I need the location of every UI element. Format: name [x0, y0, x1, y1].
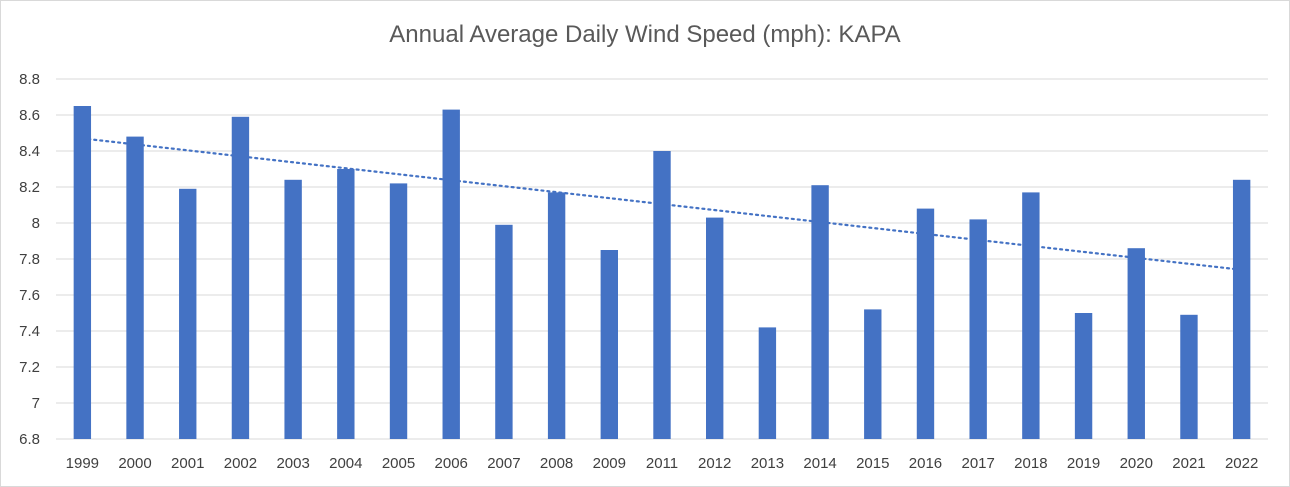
bar — [1074, 313, 1093, 439]
bar — [811, 185, 829, 439]
x-tick-label: 1999 — [66, 455, 99, 472]
bar — [337, 169, 355, 439]
y-tick-label: 7.4 — [19, 323, 40, 340]
x-tick-label: 2000 — [118, 455, 151, 472]
bar — [653, 151, 671, 439]
x-tick-label: 2009 — [593, 455, 626, 472]
bar — [1022, 192, 1040, 439]
bar — [706, 217, 724, 439]
x-tick-label: 2012 — [698, 455, 731, 472]
bar — [442, 109, 460, 439]
y-tick-label: 7 — [32, 395, 40, 412]
x-tick-label: 2008 — [540, 455, 573, 472]
bar — [284, 179, 302, 440]
y-tick-label: 8.6 — [19, 107, 40, 124]
bar — [600, 250, 618, 439]
bar — [547, 192, 566, 439]
chart-title: Annual Average Daily Wind Speed (mph): K… — [389, 21, 901, 48]
x-tick-label: 2002 — [224, 455, 257, 472]
x-tick-label: 2022 — [1225, 455, 1258, 472]
x-tick-label: 2018 — [1014, 455, 1047, 472]
y-tick-label: 6.8 — [19, 431, 40, 448]
bar — [1232, 179, 1251, 440]
x-tick-label: 2016 — [909, 455, 942, 472]
x-tick-label: 2007 — [487, 455, 520, 472]
x-tick-label: 2014 — [803, 455, 836, 472]
y-tick-label: 7.6 — [19, 287, 40, 304]
bar — [758, 327, 777, 439]
bar — [495, 224, 513, 439]
x-tick-label: 2004 — [329, 455, 362, 472]
y-tick-label: 8.2 — [19, 179, 40, 196]
y-tick-label: 7.8 — [19, 251, 40, 268]
x-tick-label: 2017 — [961, 455, 994, 472]
y-tick-label: 8.8 — [19, 71, 40, 88]
trendline — [81, 137, 1243, 271]
x-tick-label: 2003 — [276, 455, 309, 472]
x-tick-label: 2005 — [382, 455, 415, 472]
y-tick-label: 8 — [32, 215, 40, 232]
bar — [179, 188, 197, 439]
x-tick-label: 2011 — [646, 455, 678, 472]
x-tick-label: 2006 — [435, 455, 468, 472]
bar — [126, 136, 144, 439]
bar — [969, 219, 987, 439]
x-tick-label: 2013 — [751, 455, 784, 472]
bar — [916, 208, 935, 439]
y-tick-label: 8.4 — [19, 143, 40, 160]
bar — [389, 183, 408, 439]
bar — [231, 116, 250, 440]
x-tick-label: 2020 — [1120, 455, 1153, 472]
x-tick-label: 2019 — [1067, 455, 1100, 472]
bar — [864, 309, 882, 439]
x-tick-label: 2015 — [856, 455, 889, 472]
y-tick-label: 7.2 — [19, 359, 40, 376]
bar — [1127, 248, 1145, 439]
bar — [73, 106, 92, 439]
x-tick-label: 2001 — [171, 455, 204, 472]
x-tick-label: 2021 — [1172, 455, 1205, 472]
bar — [1180, 314, 1198, 439]
